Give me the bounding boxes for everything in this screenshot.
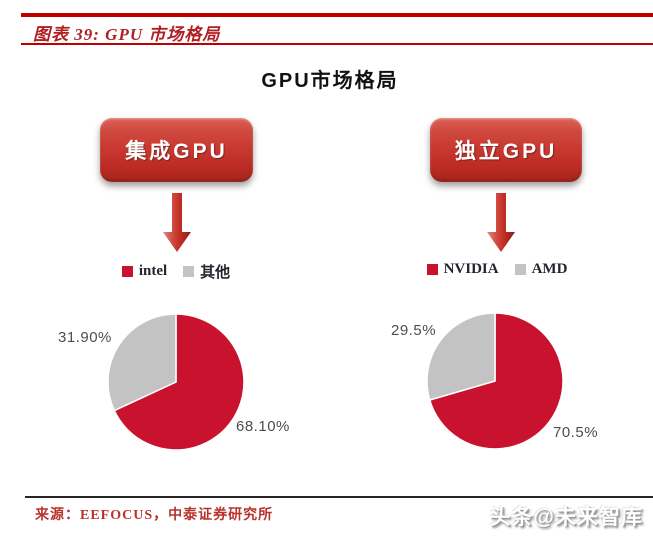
legend-label: NVIDIA <box>443 261 499 277</box>
source-text: 来源：EEFOCUS，中泰证券研究所 <box>35 508 274 523</box>
pie-slice <box>107 313 177 412</box>
slice-label: 70.5% <box>553 424 599 441</box>
integrated-gpu-node: 集成GPU <box>100 118 253 182</box>
slice-label: 29.5% <box>391 322 437 339</box>
legend-item: 其他 <box>183 261 230 282</box>
legend-discrete: NVIDIA AMD <box>417 261 577 278</box>
watermark-text: 头条@未来智库 <box>489 506 643 529</box>
down-arrow-icon <box>487 193 515 252</box>
header-rule-top <box>21 13 653 17</box>
legend-marker-red <box>426 264 438 275</box>
legend-item: NVIDIA <box>426 261 499 278</box>
slice-label: 31.90% <box>58 329 112 346</box>
pie-slice <box>426 312 496 401</box>
slice-label: 68.10% <box>236 418 290 435</box>
chart-title: GPU市场格局 <box>261 70 399 92</box>
down-arrow-icon <box>163 193 191 252</box>
pie-slice <box>428 312 564 450</box>
figure-title: 图表 39: GPU 市场格局 <box>33 25 221 44</box>
pie-chart-discrete <box>426 312 564 450</box>
pie-slice <box>113 313 245 451</box>
legend-integrated: intel 其他 <box>96 261 256 282</box>
footer-rule <box>25 496 653 498</box>
legend-marker-gray <box>514 264 526 275</box>
legend-marker-gray <box>183 266 195 277</box>
discrete-gpu-node: 独立GPU <box>430 118 582 182</box>
header-rule-under <box>21 43 653 45</box>
pie-chart-integrated <box>107 313 245 451</box>
legend-label: AMD <box>531 261 568 277</box>
legend-marker-red <box>121 266 133 277</box>
legend-item: intel <box>121 263 168 280</box>
legend-label: 其他 <box>200 265 231 281</box>
legend-item: AMD <box>514 261 568 278</box>
legend-label: intel <box>138 263 168 279</box>
